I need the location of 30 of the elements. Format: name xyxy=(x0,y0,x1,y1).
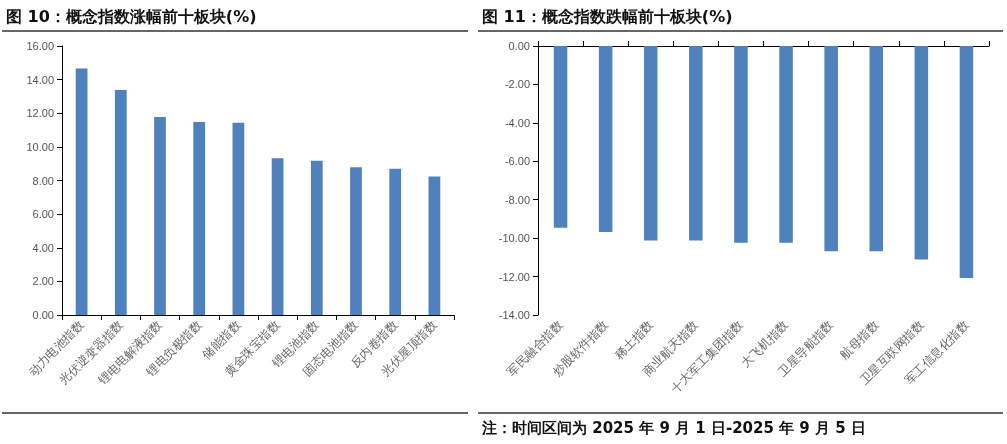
y-tick-label: 6.00 xyxy=(32,208,54,221)
text: 注：时间区间为 2025 年 9 月 1 日-2025 年 9 月 5 日 xyxy=(482,419,866,437)
y-tick-label: 0.00 xyxy=(32,309,54,321)
y-tick-label: -4.00 xyxy=(504,116,530,129)
bar xyxy=(310,160,323,315)
bar xyxy=(114,90,127,315)
bar xyxy=(154,116,166,315)
y-tick-label: -6.00 xyxy=(504,155,530,168)
bar xyxy=(193,121,206,315)
chart-title: 图 11：概念指数跌幅前十板块(%) xyxy=(478,4,1003,32)
bar xyxy=(389,168,402,315)
bar xyxy=(350,167,362,315)
y-tick-label: 14.00 xyxy=(26,73,54,86)
y-tick-label: -8.00 xyxy=(504,193,530,206)
chart-title: 图 10：概念指数涨幅前十板块(%) xyxy=(2,4,468,32)
y-tick-label: -12.00 xyxy=(498,270,530,283)
y-tick-label: -10.00 xyxy=(498,232,530,245)
y-tick-label: 8.00 xyxy=(32,174,54,187)
bar xyxy=(271,158,284,315)
y-tick-label: 2.00 xyxy=(32,275,54,288)
y-tick-label: -14.00 xyxy=(498,309,530,321)
y-tick-label: -2.00 xyxy=(504,78,530,91)
bar xyxy=(428,176,441,315)
y-tick-label: 12.00 xyxy=(26,107,54,120)
y-tick-label: 4.00 xyxy=(32,241,54,254)
y-tick-label: 10.00 xyxy=(26,140,54,153)
bar xyxy=(232,122,245,315)
bar xyxy=(75,68,88,315)
y-tick-label: 0.00 xyxy=(508,40,530,52)
y-tick-label: 16.00 xyxy=(26,40,54,52)
